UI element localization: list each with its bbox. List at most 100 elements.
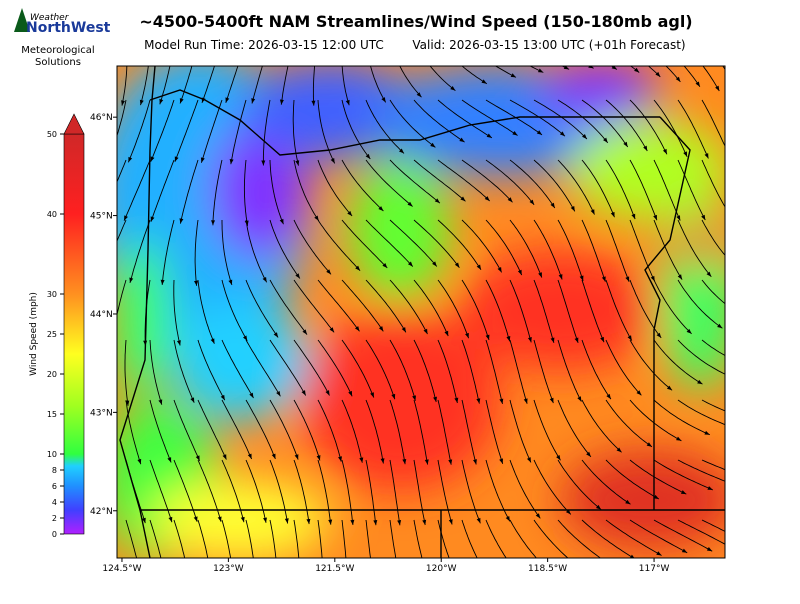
streamline bbox=[129, 219, 151, 284]
stream-arrow bbox=[279, 99, 284, 105]
stream-arrow bbox=[211, 220, 216, 226]
stream-arrow bbox=[507, 197, 513, 203]
stream-arrow bbox=[476, 398, 481, 404]
streamline bbox=[653, 99, 688, 157]
streamline bbox=[389, 459, 401, 526]
streamline bbox=[701, 99, 725, 148]
streamline bbox=[726, 100, 756, 159]
streamline bbox=[293, 279, 335, 333]
streamline bbox=[413, 99, 465, 143]
stream-arrow bbox=[159, 98, 164, 105]
streamline bbox=[149, 519, 162, 558]
streamline bbox=[629, 159, 658, 221]
streamline bbox=[221, 339, 254, 399]
stream-arrow bbox=[422, 519, 427, 525]
stream-arrow bbox=[301, 390, 306, 396]
streamline bbox=[365, 519, 371, 558]
stream-arrow bbox=[550, 202, 555, 208]
colorbar-tick-label: 0 bbox=[52, 530, 57, 539]
stream-arrow bbox=[727, 374, 733, 380]
stream-arrow bbox=[782, 480, 788, 486]
streamline bbox=[293, 159, 320, 222]
streamline bbox=[509, 219, 543, 278]
stream-arrow bbox=[350, 519, 355, 525]
streamline bbox=[726, 160, 761, 215]
stream-arrow bbox=[412, 395, 417, 401]
stream-arrow bbox=[697, 379, 703, 385]
stream-arrow bbox=[434, 198, 440, 204]
stream-arrow bbox=[623, 141, 628, 147]
streamline bbox=[629, 339, 673, 391]
streamline bbox=[437, 399, 452, 465]
stream-arrow bbox=[680, 490, 687, 495]
stream-arrow bbox=[114, 579, 119, 585]
map-frame bbox=[116, 65, 726, 559]
org: Solutions bbox=[35, 57, 81, 68]
stream-arrow bbox=[346, 581, 351, 586]
stream-arrow bbox=[141, 517, 146, 524]
colorbar-tick-label: 40 bbox=[47, 210, 57, 219]
streamline bbox=[677, 399, 725, 426]
stream-arrow bbox=[378, 206, 384, 211]
stream-arrow bbox=[328, 519, 333, 525]
streamline bbox=[121, 66, 128, 106]
streamline bbox=[317, 159, 353, 217]
stream-arrow bbox=[222, 454, 227, 460]
streamline bbox=[150, 99, 175, 162]
stream-arrow bbox=[512, 131, 518, 136]
stream-arrow bbox=[681, 548, 688, 553]
stream-arrow bbox=[295, 273, 300, 279]
streamline bbox=[750, 340, 800, 359]
stream-arrow bbox=[370, 392, 374, 398]
stream-arrow bbox=[329, 327, 335, 333]
stream-arrow bbox=[378, 326, 384, 332]
stream-arrow bbox=[430, 142, 436, 148]
streamline bbox=[533, 219, 563, 280]
stream-arrow bbox=[359, 457, 364, 463]
stream-arrow bbox=[354, 326, 360, 332]
streamline bbox=[653, 399, 710, 436]
streamline bbox=[437, 99, 493, 139]
streamline bbox=[557, 99, 609, 144]
streamline bbox=[88, 100, 102, 164]
stream-arrow bbox=[767, 262, 773, 268]
stream-arrow bbox=[666, 385, 673, 391]
streamline bbox=[341, 519, 347, 558]
streamline bbox=[461, 219, 502, 273]
streamline bbox=[221, 279, 248, 342]
streamline bbox=[221, 459, 245, 523]
streamline bbox=[317, 459, 332, 525]
streamline bbox=[174, 99, 199, 162]
streamline bbox=[293, 459, 310, 525]
streamline bbox=[461, 99, 518, 136]
streamline bbox=[581, 279, 605, 343]
stream-arrow bbox=[220, 394, 225, 401]
streamline bbox=[629, 99, 668, 155]
streamline bbox=[365, 459, 377, 526]
y-tick-label: 43°N bbox=[90, 408, 113, 418]
streamline bbox=[557, 399, 592, 458]
streamline bbox=[293, 339, 330, 396]
streamline bbox=[437, 159, 491, 202]
stream-arrow bbox=[625, 276, 630, 282]
streamline bbox=[533, 279, 555, 344]
stream-arrow bbox=[365, 153, 371, 159]
streamline bbox=[429, 66, 456, 91]
streamline bbox=[750, 220, 800, 259]
stream-arrow bbox=[782, 361, 788, 366]
y-tick-label: 44°N bbox=[90, 310, 113, 320]
stream-arrow bbox=[240, 516, 245, 523]
stream-arrow bbox=[298, 580, 302, 585]
stream-arrow bbox=[499, 398, 504, 404]
stream-arrow bbox=[606, 393, 611, 400]
stream-arrow bbox=[139, 99, 144, 106]
stream-arrow bbox=[565, 509, 571, 515]
stream-arrow bbox=[656, 332, 662, 338]
stream-arrow bbox=[486, 133, 492, 138]
streamline bbox=[269, 339, 307, 396]
stream-arrow bbox=[701, 214, 706, 221]
streamline bbox=[557, 279, 579, 344]
streamline bbox=[557, 219, 584, 282]
stream-arrow bbox=[627, 335, 632, 341]
streamline bbox=[629, 459, 687, 495]
